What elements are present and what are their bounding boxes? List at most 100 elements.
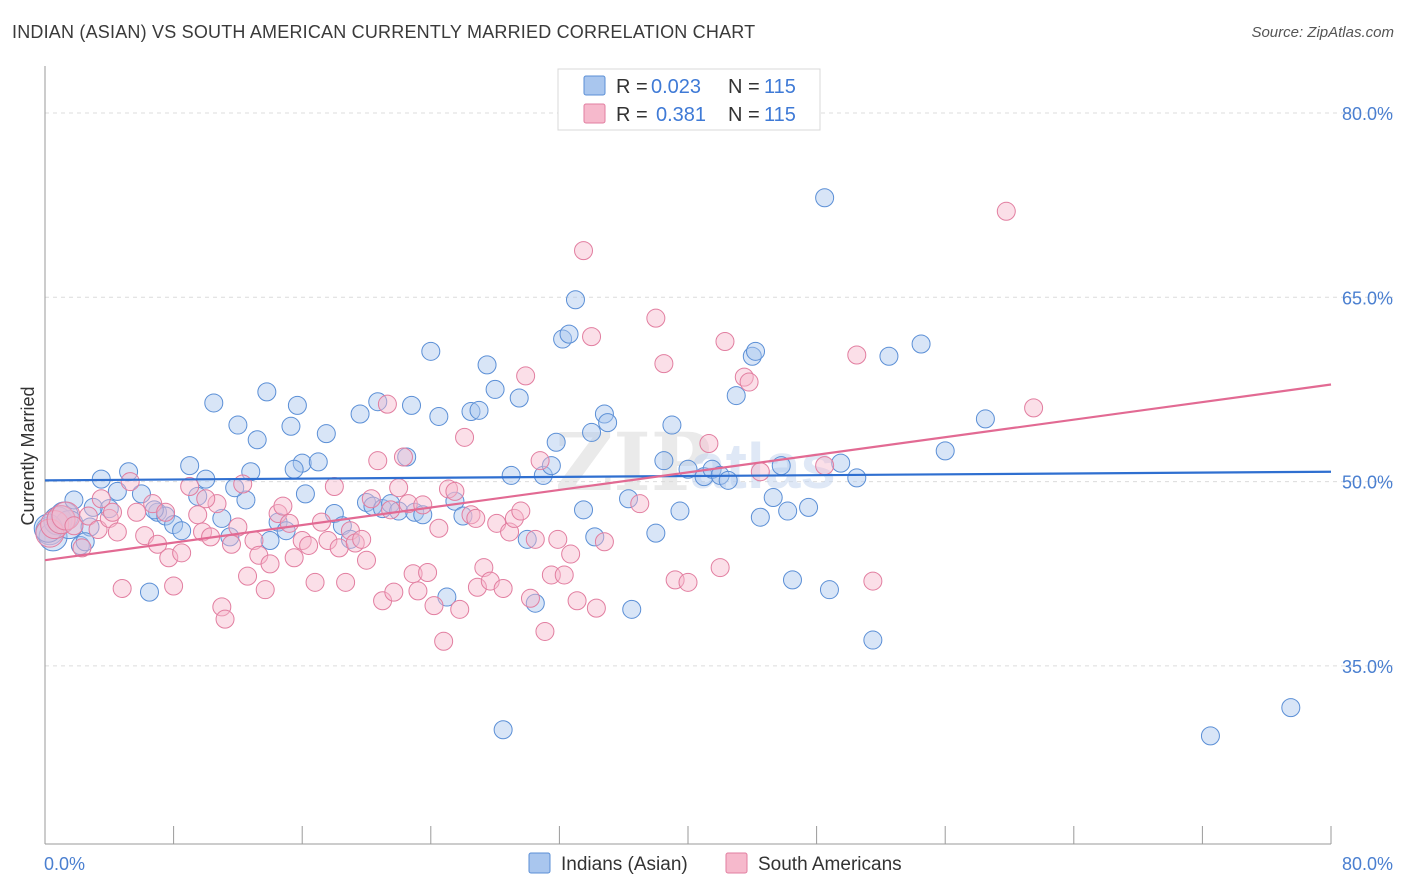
indians-point-69 [553, 329, 573, 349]
indians-point-91 [750, 507, 770, 527]
chart-title: INDIAN (ASIAN) VS SOUTH AMERICAN CURRENT… [12, 22, 756, 42]
indians-point-25 [236, 490, 256, 510]
legend-n-value-2: 115 [764, 104, 796, 126]
indians-point-67 [541, 456, 561, 476]
indians-point-63 [509, 388, 529, 408]
indians-point-73 [582, 422, 602, 442]
indians-point-17 [172, 521, 192, 541]
series-indians-asian [33, 188, 1301, 746]
south-americans-point-12 [120, 472, 140, 492]
south-americans-point-94 [646, 308, 666, 328]
south-americans-point-4 [64, 516, 84, 536]
indians-point-57 [461, 402, 481, 422]
south-americans-point-50 [352, 529, 372, 549]
south-americans-point-60 [403, 564, 423, 584]
indians-point-27 [247, 430, 267, 450]
x-tick-labels: 0.0% 80.0% [44, 854, 1393, 874]
trend-lines [44, 383, 1332, 562]
indians-point-13 [139, 582, 159, 602]
indians-point-9 [99, 499, 119, 519]
legend-r-value-1: 0.023 [651, 76, 701, 98]
indians-point-71 [565, 290, 585, 310]
indians-point-81 [662, 415, 682, 435]
indians-point-76 [598, 413, 618, 433]
south-americans-point-26 [212, 597, 232, 617]
south-americans-point-66 [434, 631, 454, 651]
south-americans-point-111 [103, 502, 123, 522]
south-americans-point-21 [180, 476, 200, 496]
south-americans-point-20 [172, 543, 192, 563]
indians-point-98 [819, 580, 839, 600]
bottom-legend-label-indians: Indians (Asian) [561, 854, 688, 875]
legend-swatch-pink [583, 103, 606, 124]
south-americans-point-76 [493, 578, 513, 598]
south-americans-point-104 [815, 456, 835, 476]
indians-point-66 [533, 465, 553, 485]
indians-point-110 [75, 532, 95, 552]
south-americans-point-91 [582, 327, 602, 347]
legend-swatch-blue [583, 75, 606, 96]
south-americans-point-8 [91, 489, 111, 509]
south-americans-point-112 [196, 489, 216, 509]
watermark-atlas: atlas [690, 430, 836, 502]
south-americans-point-92 [586, 598, 606, 618]
south-americans-point-98 [699, 433, 719, 453]
south-americans-point-84 [535, 621, 555, 641]
south-americans-point-53 [368, 451, 388, 471]
south-americans-point-80 [516, 366, 536, 386]
indians-point-41 [350, 404, 370, 424]
south-americans-point-27 [215, 609, 235, 629]
axes [44, 66, 1332, 845]
indians-point-24 [228, 415, 248, 435]
indians-point-89 [742, 346, 762, 366]
y-tick-labels: 35.0% 50.0% 65.0% 80.0% [1342, 104, 1393, 677]
indians-point-22 [212, 508, 232, 528]
south-americans-point-63 [418, 562, 438, 582]
correlation-legend: R = 0.023 N = 115 R = 0.381 N = 115 [557, 68, 821, 131]
south-americans-point-90 [574, 241, 594, 261]
south-americans-point-82 [525, 529, 545, 549]
indians-point-29 [260, 531, 280, 551]
legend-n-label-1: N = [728, 76, 760, 98]
south-americans-point-17 [156, 502, 176, 522]
south-americans-point-28 [221, 534, 241, 554]
indians-point-80 [654, 451, 674, 471]
indians-point-58 [469, 400, 489, 420]
south-americans-point-44 [318, 531, 338, 551]
south-americans-point-99 [710, 558, 730, 578]
indians-point-97 [815, 188, 835, 208]
south-americans-point-41 [299, 535, 319, 555]
y-tick-label-1: 50.0% [1342, 473, 1393, 493]
indians-point-94 [778, 501, 798, 521]
indians-point-103 [911, 334, 931, 354]
bottom-legend-swatch-blue [528, 852, 551, 874]
indians-point-49 [402, 395, 422, 415]
south-americans-point-61 [408, 581, 428, 601]
indians-point-78 [622, 599, 642, 619]
indians-point-79 [646, 523, 666, 543]
indians-point-35 [295, 484, 315, 504]
indians-point-70 [559, 324, 579, 344]
trend-line-south-americans [44, 383, 1332, 562]
south-americans-point-25 [207, 494, 227, 514]
south-americans-point-95 [654, 354, 674, 374]
south-americans-point-79 [511, 501, 531, 521]
south-americans-point-57 [389, 478, 409, 498]
south-americans-point-103 [750, 462, 770, 482]
south-americans-point-56 [384, 582, 404, 602]
south-americans-point-2 [46, 505, 76, 535]
south-americans-point-100 [715, 332, 735, 352]
legend-r-label-1: R = [616, 76, 648, 98]
south-americans-point-13 [127, 502, 147, 522]
south-americans-point-10 [107, 522, 127, 542]
south-americans-point-106 [863, 571, 883, 591]
south-americans-point-108 [1024, 398, 1044, 418]
indians-point-90 [746, 341, 766, 361]
south-americans-point-55 [377, 394, 397, 414]
south-americans-point-107 [996, 201, 1016, 221]
y-axis-label: Currently Married [18, 386, 38, 525]
indians-point-107 [1281, 698, 1301, 718]
indians-point-59 [477, 355, 497, 375]
indians-point-87 [718, 470, 738, 490]
south-americans-point-31 [238, 566, 258, 586]
